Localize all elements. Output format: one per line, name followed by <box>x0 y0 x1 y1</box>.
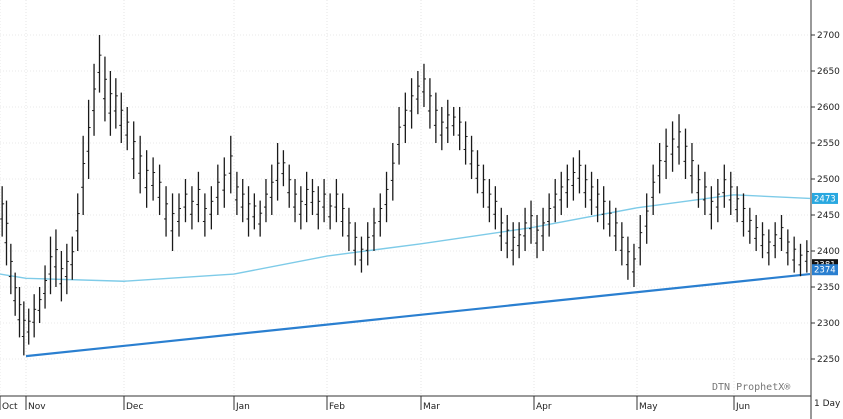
price-badge-trendline <box>812 264 838 276</box>
x-tick-label-may: May <box>639 402 658 412</box>
moving-average-layer <box>0 194 811 282</box>
x-tick-label-jan: Jan <box>235 402 250 412</box>
y-tick-label-2300: 2300 <box>817 319 840 329</box>
price-badge-label-trendline: 2374 <box>814 266 836 276</box>
support-trendline <box>25 272 811 358</box>
y-tick-label-2550: 2550 <box>817 139 840 149</box>
chart-grid <box>0 0 810 396</box>
y-tick-label-2250: 2250 <box>817 355 840 365</box>
watermark: DTN ProphetX® <box>712 382 791 393</box>
x-tick-label-apr: Apr <box>536 402 552 412</box>
price-badge-label-moving-average: 2473 <box>814 194 836 204</box>
x-tick-label-feb: Feb <box>329 402 345 412</box>
trendline-layer <box>25 272 811 358</box>
y-tick-label-2650: 2650 <box>817 67 840 77</box>
y-tick-label-2700: 2700 <box>817 31 840 41</box>
y-tick-label-2350: 2350 <box>817 283 840 293</box>
moving-average-line <box>0 194 811 282</box>
x-tick-label-oct: Oct <box>2 402 18 412</box>
price-badges: 247323812374 <box>812 192 838 276</box>
y-tick-label-2450: 2450 <box>817 211 840 221</box>
x-tick-label-nov: Nov <box>28 402 46 412</box>
x-tick-label-jun: Jun <box>735 402 750 412</box>
x-interval-label: 1 Day <box>814 399 841 409</box>
y-tick-label-2500: 2500 <box>817 175 840 185</box>
y-tick-label-2400: 2400 <box>817 247 840 257</box>
price-bars-layer <box>0 35 809 356</box>
price-badge-moving-average <box>812 192 838 204</box>
x-tick-label-mar: Mar <box>423 402 440 412</box>
y-tick-label-2600: 2600 <box>817 103 840 113</box>
x-tick-label-dec: Dec <box>126 402 143 412</box>
